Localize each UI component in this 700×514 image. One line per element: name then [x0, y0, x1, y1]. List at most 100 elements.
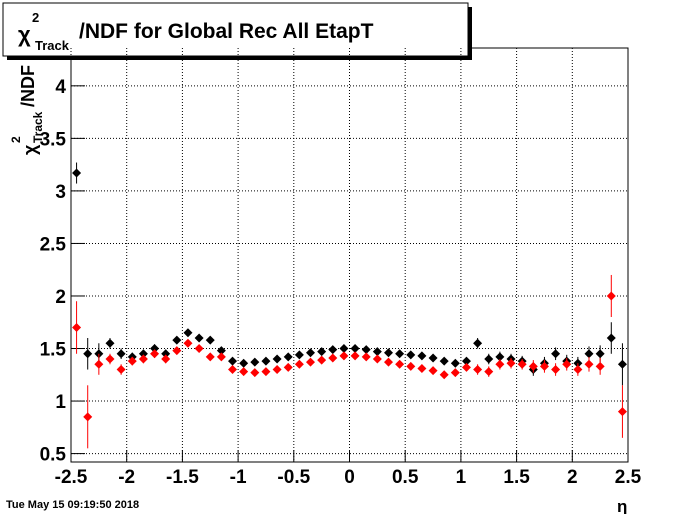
- x-tick-label: 2.5: [615, 467, 642, 488]
- marker: [294, 359, 304, 369]
- marker: [239, 358, 249, 368]
- x-tick-label: -1: [230, 467, 247, 488]
- y-tick-label: 3: [55, 182, 66, 203]
- marker: [283, 362, 293, 372]
- marker: [272, 354, 282, 364]
- x-tick-label: 0: [344, 467, 355, 488]
- marker: [216, 352, 226, 362]
- marker: [317, 355, 327, 365]
- marker: [395, 349, 405, 359]
- marker: [372, 354, 382, 364]
- marker: [461, 362, 471, 372]
- marker: [551, 365, 561, 375]
- marker: [606, 333, 616, 343]
- marker: [183, 338, 193, 348]
- marker: [350, 344, 360, 354]
- marker: [161, 354, 171, 364]
- marker: [439, 370, 449, 380]
- marker: [83, 349, 93, 359]
- marker: [161, 349, 171, 359]
- marker: [306, 357, 316, 367]
- title-symbol: χ: [18, 22, 31, 47]
- marker: [617, 359, 627, 369]
- marker: [261, 367, 271, 377]
- marker: [406, 361, 416, 371]
- marker: [283, 352, 293, 362]
- marker: [395, 359, 405, 369]
- marker: [417, 363, 427, 373]
- y-tick-label: 2.5: [40, 234, 67, 255]
- timestamp: Tue May 15 09:19:50 2018: [6, 499, 139, 511]
- marker: [216, 346, 226, 356]
- marker: [72, 323, 82, 333]
- marker: [72, 168, 82, 178]
- x-tick-label: -0.5: [277, 467, 310, 488]
- x-tick-label: -2.5: [55, 467, 88, 488]
- x-tick-label: -2: [118, 467, 135, 488]
- marker: [428, 366, 438, 376]
- marker: [450, 368, 460, 378]
- marker: [539, 361, 549, 371]
- x-tick-label: 1: [456, 467, 467, 488]
- marker: [573, 365, 583, 375]
- marker: [417, 351, 427, 361]
- marker: [83, 412, 93, 422]
- marker: [239, 367, 249, 377]
- marker: [473, 338, 483, 348]
- marker: [506, 358, 516, 368]
- marker: [428, 353, 438, 363]
- marker: [517, 359, 527, 369]
- marker: [528, 361, 538, 371]
- x-tick-label: 1.5: [503, 467, 530, 488]
- marker: [584, 349, 594, 359]
- title-sub: Track: [35, 38, 70, 53]
- marker: [294, 350, 304, 360]
- x-tick-label: -1.5: [166, 467, 199, 488]
- marker: [183, 328, 193, 338]
- marker: [606, 291, 616, 301]
- marker: [495, 359, 505, 369]
- y-tick-label: 0.5: [40, 445, 67, 466]
- marker: [172, 335, 182, 345]
- marker: [105, 338, 115, 348]
- marker: [306, 348, 316, 358]
- marker: [350, 351, 360, 361]
- marker: [595, 349, 605, 359]
- marker: [94, 359, 104, 369]
- marker: [150, 344, 160, 354]
- marker: [261, 356, 271, 366]
- title-box: [2, 2, 469, 57]
- marker: [450, 358, 460, 368]
- marker: [194, 333, 204, 343]
- y-label: χ 2 Track /NDF: [9, 65, 45, 155]
- title-text: /NDF for Global Rec All EtapT: [79, 20, 374, 43]
- marker: [116, 365, 126, 375]
- marker: [328, 353, 338, 363]
- marker: [250, 357, 260, 367]
- marker: [150, 349, 160, 359]
- marker: [595, 361, 605, 371]
- marker: [495, 352, 505, 362]
- y-tick-label: 2: [55, 287, 66, 308]
- marker: [228, 356, 238, 366]
- x-tick-label: 2: [567, 467, 578, 488]
- y-tick-label: 3.5: [40, 129, 67, 150]
- marker: [361, 352, 371, 362]
- marker: [473, 365, 483, 375]
- marker: [116, 349, 126, 359]
- y-tick-label: 4: [55, 77, 66, 98]
- marker: [272, 365, 282, 375]
- marker: [562, 359, 572, 369]
- marker: [194, 344, 204, 354]
- marker: [461, 356, 471, 366]
- marker: [361, 345, 371, 355]
- marker: [138, 354, 148, 364]
- marker: [584, 359, 594, 369]
- marker: [328, 345, 338, 355]
- marker: [551, 349, 561, 359]
- marker: [250, 368, 260, 378]
- title-sup: 2: [32, 10, 39, 25]
- y-label-rest: /NDF: [18, 65, 38, 107]
